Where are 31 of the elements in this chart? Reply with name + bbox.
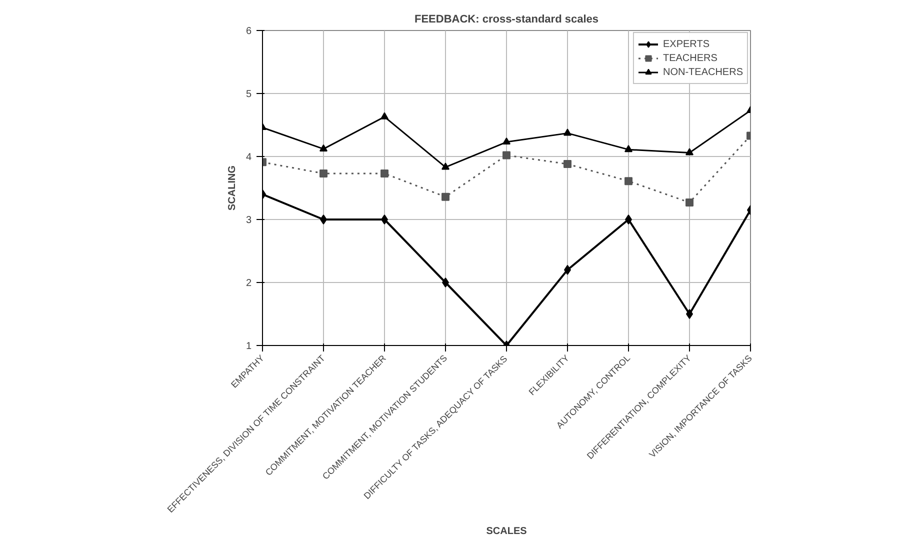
y-tick-label: 2 [246, 278, 252, 289]
y-tick-label: 3 [246, 215, 252, 226]
y-tick-label: 4 [246, 152, 252, 163]
point [502, 151, 510, 160]
y-tick-label: 6 [246, 26, 252, 37]
point [380, 112, 388, 120]
point [380, 170, 388, 178]
y-axis-title: SCALING [226, 165, 238, 210]
point [625, 214, 632, 224]
point [564, 160, 572, 168]
point [686, 309, 693, 319]
legend-label: TEACHERS [662, 52, 718, 64]
point [686, 148, 694, 156]
point [381, 214, 388, 224]
point [624, 177, 632, 186]
y-tick-label: 1 [246, 341, 252, 352]
legend-label: NON-TEACHERS [662, 66, 743, 78]
point [502, 137, 510, 145]
y-tick-label: 5 [246, 89, 252, 100]
chart-title: FEEDBACK: cross-standard scales [414, 14, 599, 26]
legend-label: EXPERTS [662, 38, 710, 50]
point [320, 214, 327, 224]
x-axis-title: SCALES [486, 526, 528, 538]
point [320, 144, 328, 152]
point [686, 198, 694, 206]
point [624, 145, 632, 152]
point [442, 162, 450, 170]
point [442, 278, 449, 288]
point [320, 170, 328, 178]
point [564, 128, 572, 136]
point [442, 192, 450, 201]
